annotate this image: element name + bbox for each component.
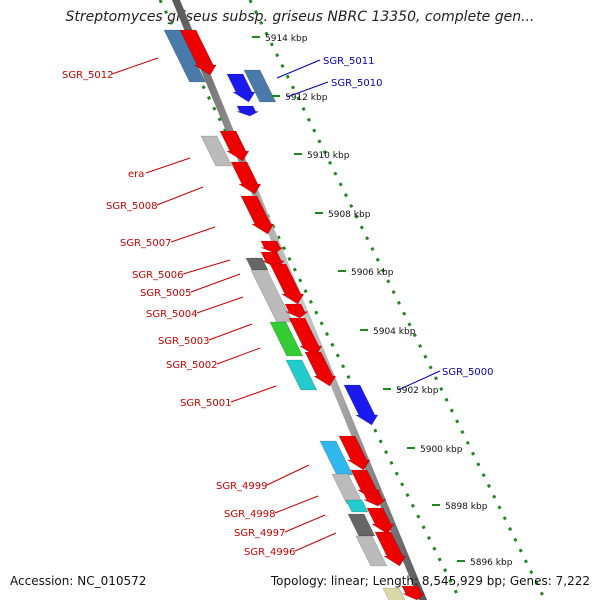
gene-label-left: SGR_5004: [146, 309, 198, 320]
gene-block-1: [163, 29, 207, 83]
accession-text: Accession: NC_010572: [10, 574, 147, 588]
label-leaders: [111, 57, 441, 552]
leader-line: [156, 186, 204, 206]
leader-line: [208, 323, 253, 341]
gene-label-left: SGR_4997: [234, 528, 286, 539]
scale-label: 5900 kbp: [420, 445, 463, 455]
gene-block-4: [243, 69, 277, 103]
gene-block-14: [269, 263, 305, 305]
gene-block-5: [236, 105, 259, 117]
gene-block-15: [284, 303, 309, 319]
leader-line: [230, 385, 277, 403]
genome-stats-text: Topology: linear; Length: 8,545,929 bp; …: [270, 574, 590, 588]
gene-block-29: [355, 535, 388, 567]
leader-line: [111, 57, 159, 75]
scale-label: 5910 kbp: [307, 151, 350, 161]
leader-line: [216, 347, 261, 365]
scale-label: 5904 kbp: [373, 327, 416, 337]
gene-block-28: [366, 507, 395, 535]
gene-label-left: SGR_5003: [158, 336, 210, 347]
leader-line: [196, 296, 244, 314]
gene-block-16: [269, 321, 304, 357]
gene-block-6: [200, 135, 233, 167]
gene-block-17: [288, 317, 323, 357]
gene-block-25: [362, 491, 387, 507]
gene-block-19: [304, 351, 337, 387]
gene-label-left: SGR_5002: [166, 360, 218, 371]
gene-block-3: [226, 73, 256, 103]
gene-features: [163, 29, 426, 600]
gene-label-left: SGR_4996: [244, 547, 296, 558]
leader-line: [276, 59, 321, 79]
leader-line: [397, 370, 441, 391]
leader-line: [286, 81, 329, 98]
gene-label-right: SGR_5000: [442, 367, 494, 378]
leader-line: [170, 226, 216, 243]
gene-block-31: [382, 587, 406, 600]
gene-label-left: era: [128, 169, 144, 180]
gene-label-left: SGR_5007: [120, 238, 172, 249]
scale-label: 5906 kbp: [351, 268, 394, 278]
gene-block-8: [230, 161, 262, 195]
gene-label-left: SGR_5012: [62, 70, 114, 81]
leader-line: [145, 157, 191, 174]
gene-label-right: SGR_5010: [331, 78, 383, 89]
gene-block-18: [285, 359, 318, 391]
scale-label: 5896 kbp: [470, 558, 513, 568]
gene-block-21: [319, 440, 354, 476]
scale-label: 5914 kbp: [265, 34, 308, 44]
gene-block-9: [240, 195, 275, 235]
leader-line: [294, 532, 337, 552]
gene-block-2: [179, 29, 217, 76]
gene-block-26: [345, 499, 369, 513]
scale-labels: 5914 kbp 5912 kbp 5910 kbp 5908 kbp 5906 kbp…: [252, 34, 513, 568]
scale-label: 5898 kbp: [445, 502, 488, 512]
gene-label-left: SGR_5006: [132, 270, 184, 281]
gene-block-30: [374, 531, 407, 567]
gene-label-left: SGR_4999: [216, 481, 268, 492]
scale-label: 5902 kbp: [396, 386, 439, 396]
leader-line: [274, 495, 319, 514]
leader-line: [190, 273, 241, 293]
gene-block-22: [338, 435, 371, 471]
gene-block-27: [347, 513, 376, 537]
gene-label-left: SGR_5005: [140, 288, 192, 299]
gene-block-32: [401, 585, 426, 600]
gene-block-7: [219, 130, 250, 162]
track-line-1: [158, 0, 462, 600]
leader-line: [266, 464, 310, 486]
gene-block-10: [260, 240, 285, 254]
gene-block-12: [245, 257, 269, 271]
gene-label-left: SGR_5008: [106, 201, 158, 212]
gene-label-left: SGR_5001: [180, 398, 232, 409]
gene-block-20: [343, 384, 379, 426]
gene-label-left: SGR_4998: [224, 509, 276, 520]
leader-line: [182, 259, 231, 275]
scale-label: 5912 kbp: [285, 93, 328, 103]
leader-line: [284, 514, 326, 533]
gene-label-right: SGR_5011: [323, 56, 375, 67]
scale-label: 5908 kbp: [328, 210, 371, 220]
